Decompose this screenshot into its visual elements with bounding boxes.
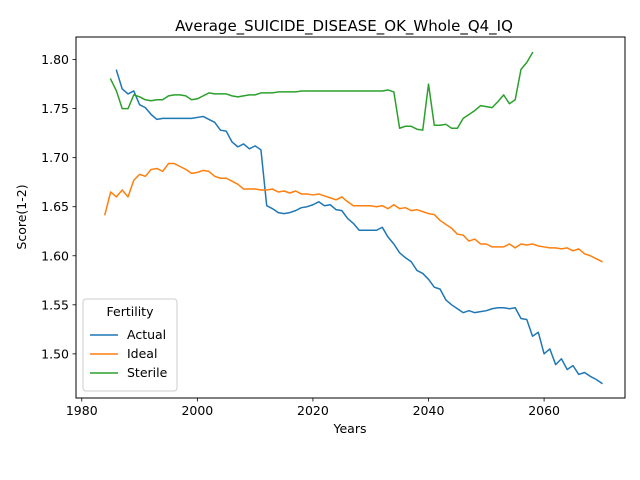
legend-box <box>82 298 178 392</box>
series-line-ideal <box>103 162 603 263</box>
y-axis: 1.50 1.55 1.60 1.65 1.70 1.75 1.80 <box>41 52 76 361</box>
series-line-actual <box>115 69 603 385</box>
legend-label-sterile: Sterile <box>127 365 168 380</box>
plot-frame <box>75 36 626 399</box>
y-tick-label: 1.75 <box>41 101 69 116</box>
legend-label-ideal: Ideal <box>127 346 157 361</box>
y-tick-label: 1.65 <box>41 199 69 214</box>
series-line-sterile <box>109 51 534 131</box>
legend-items: Actual Ideal Sterile <box>90 327 168 380</box>
plot-lines <box>103 51 603 385</box>
y-tick-label: 1.55 <box>41 297 69 312</box>
y-tick-label: 1.60 <box>41 248 69 263</box>
chart-title: Average_SUICIDE_DISEASE_OK_Whole_Q4_IQ <box>175 17 513 36</box>
y-axis-label: Score(1-2) <box>14 184 29 249</box>
y-tick-label: 1.50 <box>41 346 69 361</box>
x-tick-label: 1980 <box>66 403 98 418</box>
legend: Fertility Actual Ideal Sterile <box>82 298 178 392</box>
x-axis: 1980 2000 2020 2040 2060 <box>66 398 560 418</box>
legend-title: Fertility <box>107 304 155 319</box>
x-tick-label: 2060 <box>528 403 560 418</box>
legend-label-actual: Actual <box>127 327 166 342</box>
y-tick-label: 1.80 <box>41 52 69 67</box>
y-tick-label: 1.70 <box>41 150 69 165</box>
x-tick-label: 2020 <box>297 403 329 418</box>
x-tick-label: 2040 <box>413 403 445 418</box>
x-axis-label: Years <box>333 421 367 436</box>
x-tick-label: 2000 <box>181 403 213 418</box>
